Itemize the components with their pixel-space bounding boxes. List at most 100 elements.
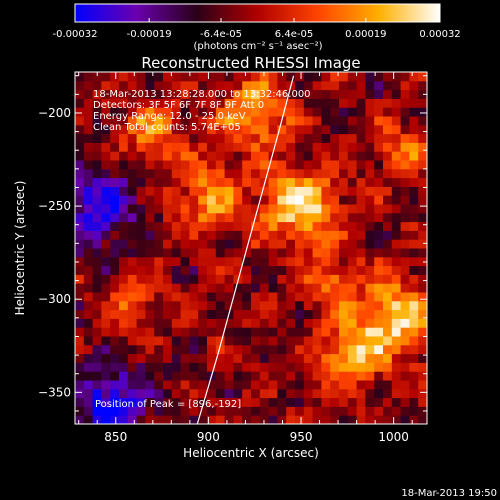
heatmap-cell — [400, 177, 410, 187]
heatmap-cell — [83, 397, 94, 407]
heatmap-cell — [233, 406, 243, 416]
heatmap-cell — [189, 353, 199, 363]
heatmap-cell — [356, 89, 366, 99]
heatmap-cell — [198, 124, 208, 135]
heatmap-cell — [119, 344, 129, 355]
heatmap-cell — [92, 195, 102, 205]
heatmap-cell — [119, 256, 129, 267]
heatmap-cell — [180, 344, 190, 355]
heatmap-cell — [101, 168, 111, 179]
heatmap-cell — [391, 371, 402, 381]
heatmap-cell — [286, 239, 296, 249]
heatmap-cell — [321, 239, 331, 249]
heatmap-cell — [171, 89, 182, 99]
heatmap-cell — [180, 274, 190, 284]
heatmap-cell — [180, 72, 190, 82]
heatmap-cell — [339, 116, 349, 126]
heatmap-cell — [189, 142, 199, 152]
heatmap-cell — [110, 318, 120, 328]
heatmap-cell — [268, 265, 278, 275]
heatmap-cell — [189, 239, 199, 249]
heatmap-cell — [119, 300, 129, 311]
heatmap-cell — [171, 204, 182, 214]
heatmap-cell — [119, 133, 129, 143]
heatmap-cell — [400, 133, 410, 143]
heatmap-cell — [224, 353, 234, 363]
heatmap-cell — [391, 107, 402, 117]
heatmap-cell — [154, 336, 164, 346]
heatmap-cell — [409, 397, 419, 407]
heatmap-cell — [207, 133, 217, 143]
heatmap-cell — [259, 212, 270, 223]
heatmap-cell — [119, 353, 129, 363]
heatmap-cell — [163, 415, 173, 424]
heatmap-cell — [189, 204, 199, 214]
heatmap-cell — [259, 107, 270, 117]
heatmap-cell — [268, 239, 278, 249]
heatmap-cell — [286, 248, 296, 258]
heatmap-cell — [101, 151, 111, 161]
heatmap-cell — [268, 72, 278, 82]
heatmap-cell — [321, 204, 331, 214]
heatmap-cell — [383, 388, 393, 399]
heatmap-cell — [207, 309, 217, 319]
heatmap-cell — [154, 371, 164, 381]
heatmap-cell — [312, 415, 322, 424]
heatmap-cell — [251, 283, 261, 293]
heatmap-cell — [312, 151, 322, 161]
heatmap-cell — [339, 248, 349, 258]
heatmap-cell — [75, 142, 85, 152]
heatmap-cell — [189, 98, 199, 108]
heatmap-cell — [127, 72, 138, 82]
heatmap-cell — [356, 406, 366, 416]
heatmap-cell — [92, 160, 102, 170]
heatmap-cell — [418, 415, 427, 424]
heatmap-cell — [224, 380, 234, 390]
heatmap-cell — [374, 415, 384, 424]
heatmap-cell — [163, 107, 173, 117]
heatmap-cell — [233, 151, 243, 161]
heatmap-cell — [365, 195, 375, 205]
heatmap-cell — [198, 133, 208, 143]
heatmap-cell — [295, 327, 305, 337]
heatmap-cell — [330, 89, 340, 99]
heatmap-cell — [171, 177, 182, 187]
heatmap-cell — [215, 318, 226, 328]
heatmap-cell — [312, 160, 322, 170]
heatmap-cell — [330, 380, 340, 390]
heatmap-cell — [286, 292, 296, 302]
heatmap-cell — [391, 344, 402, 355]
heatmap-cell — [75, 274, 85, 284]
heatmap-cell — [303, 124, 314, 135]
heatmap-cell — [180, 388, 190, 399]
heatmap-cell — [83, 124, 94, 135]
heatmap-cell — [154, 204, 164, 214]
heatmap-cell — [242, 265, 252, 275]
heatmap-cell — [171, 397, 182, 407]
heatmap-cell — [259, 274, 270, 284]
heatmap-cell — [92, 397, 102, 407]
heatmap-cell — [189, 344, 199, 355]
heatmap-cell — [154, 221, 164, 231]
heatmap-cell — [286, 415, 296, 424]
heatmap-cell — [242, 309, 252, 319]
heatmap-cell — [145, 89, 155, 99]
heatmap-cell — [330, 116, 340, 126]
heatmap-cell — [365, 344, 375, 355]
heatmap-cell — [347, 160, 358, 170]
heatmap-cell — [83, 230, 94, 240]
heatmap-cell — [312, 195, 322, 205]
heatmap-cell — [277, 195, 287, 205]
heatmap-cell — [321, 177, 331, 187]
heatmap-cell — [383, 186, 393, 196]
heatmap-cell — [259, 327, 270, 337]
heatmap-cell — [189, 283, 199, 293]
heatmap-cell — [383, 406, 393, 416]
heatmap-cell — [233, 80, 243, 91]
heatmap-cell — [92, 274, 102, 284]
heatmap-cell — [409, 98, 419, 108]
heatmap-cell — [409, 318, 419, 328]
heatmap-cell — [215, 72, 226, 82]
heatmap-cell — [145, 98, 155, 108]
heatmap-cell — [330, 256, 340, 267]
